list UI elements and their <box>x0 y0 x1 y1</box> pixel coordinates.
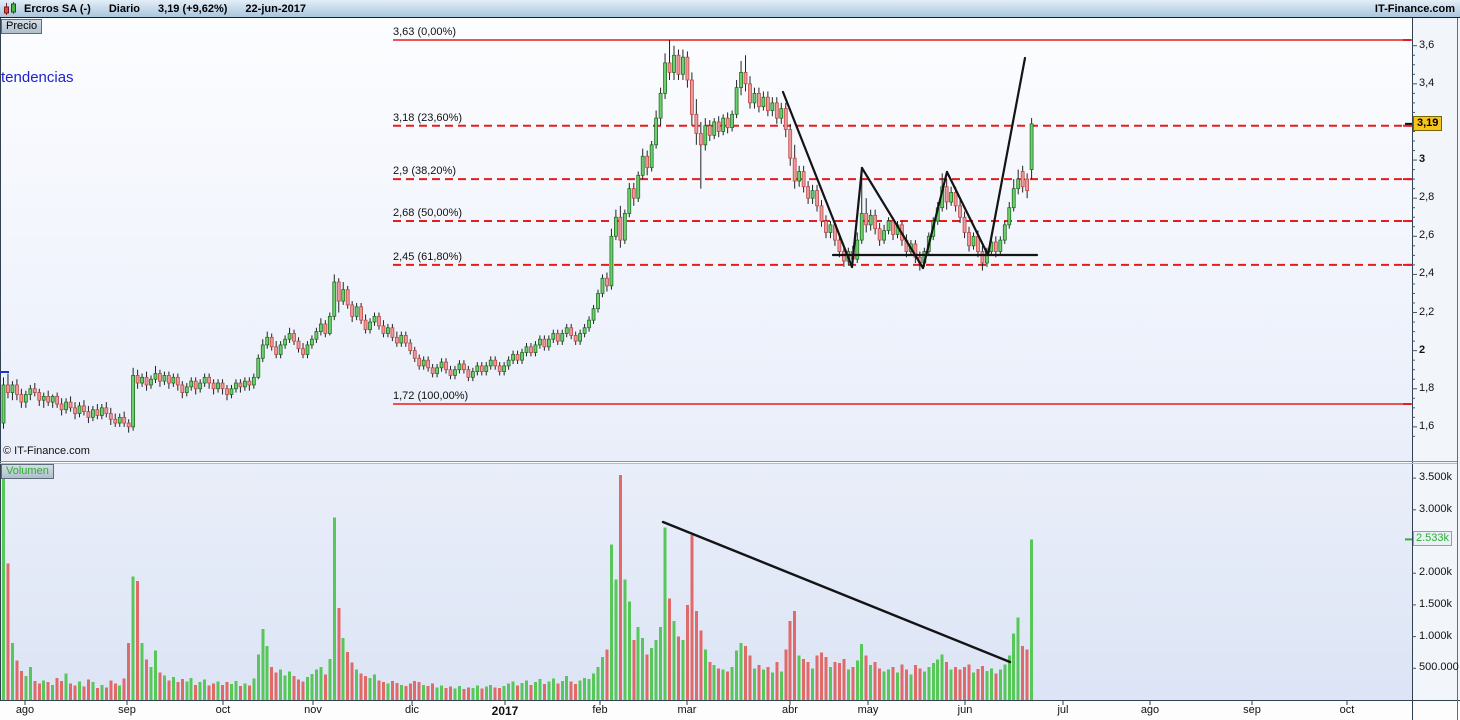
price-axis-area[interactable] <box>1413 18 1460 701</box>
left-edge-price-marker <box>0 371 9 373</box>
time-axis-ticks <box>24 700 1348 705</box>
quote-change: 3,19 (+9,62%) <box>158 2 228 15</box>
title-bar: Ercros SA (-) Diario 3,19 (+9,62%) 22-ju… <box>0 0 1460 18</box>
brand-logo: IT-Finance.com <box>1374 2 1455 15</box>
trend-lines-layer <box>661 56 1039 664</box>
symbol-title: Ercros SA (-) <box>24 2 91 15</box>
time-axis-area[interactable] <box>0 701 1460 720</box>
candlestick-icon <box>3 1 17 16</box>
timeframe-label: Diario <box>108 2 141 15</box>
candles-layer <box>1 40 1034 433</box>
price-axis-ticks <box>1405 45 1417 437</box>
volume-axis-ticks <box>1405 477 1416 669</box>
volume-layer <box>2 473 1034 700</box>
frame-layer <box>0 18 1460 720</box>
quote-date: 22-jun-2017 <box>245 2 306 15</box>
fib-levels-layer <box>393 39 1412 406</box>
